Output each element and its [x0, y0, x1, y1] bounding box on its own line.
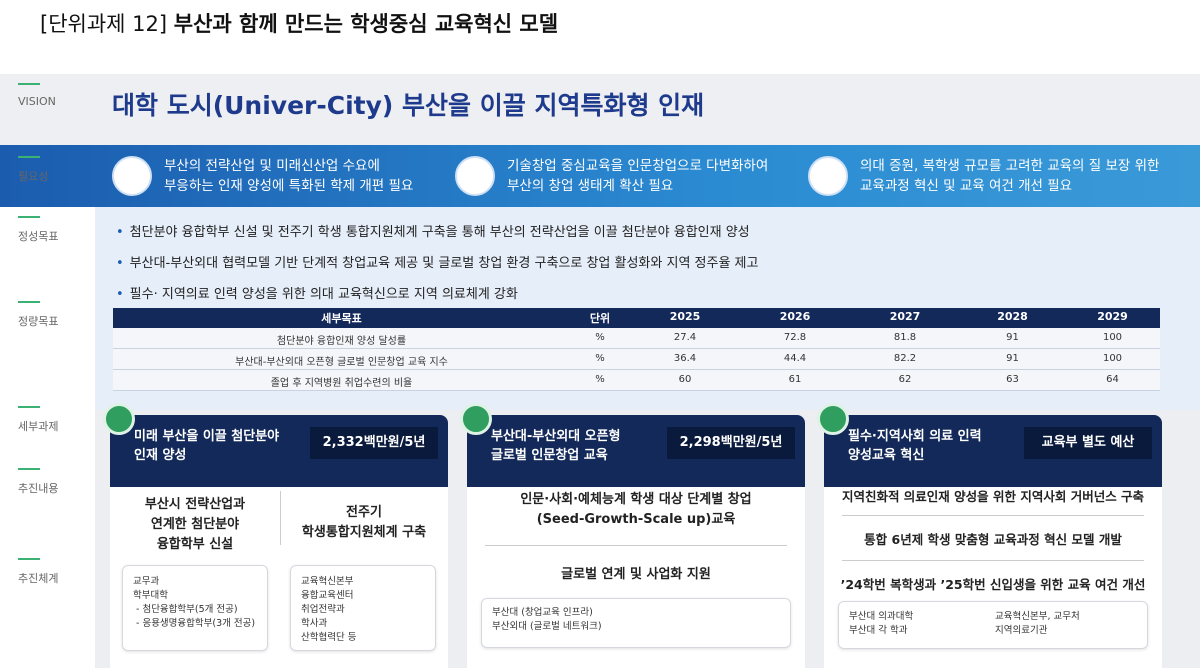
table-cell: 64 [1106, 374, 1119, 385]
system-item: 교무과 [133, 576, 160, 587]
header-label: [단위과제 12] [40, 12, 168, 36]
system-item: 교육혁신본부 [301, 576, 354, 587]
table-cell: 부산대-부산외대 오픈형 글로벌 인문창업 교육 지수 [235, 357, 448, 368]
need-icon [112, 156, 152, 196]
table-cell: 44.4 [783, 353, 807, 364]
table-cell: 100 [1102, 332, 1123, 343]
task-title: 미래 부산을 이끌 첨단분야 인재 양성 [134, 429, 280, 463]
table-cell: 졸업 후 지역병원 취업수련의 비율 [270, 378, 413, 389]
system-box [481, 598, 791, 648]
task-title: 필수·지역사회 의료 인력 양성교육 혁신 [848, 429, 982, 463]
need-text: 부산의 전략산업 및 미래신산업 수요에 부응하는 인재 양성에 특화된 학제 … [164, 158, 414, 194]
need-icon [808, 156, 848, 196]
need-text: 의대 증원, 복학생 규모를 고려한 교육의 질 보장 위한 교육과정 혁신 및… [860, 158, 1160, 194]
table-cell: 100 [1102, 353, 1123, 364]
table-header-cell: 단위 [589, 312, 611, 325]
table-cell: 82.2 [893, 353, 917, 364]
table-cell: 61 [788, 374, 802, 385]
need-icon [455, 156, 495, 196]
sidebar-label: 정성목표 [18, 216, 59, 243]
vision-band [0, 74, 1200, 145]
table-cell: 첨단분야 융합인재 양성 달성률 [276, 336, 407, 347]
task-content: 통합 6년제 학생 맞춤형 교육과정 혁신 모델 개발 [864, 532, 1122, 547]
table-cell: % [595, 353, 605, 364]
system-box [122, 565, 268, 651]
table-row [113, 370, 1160, 391]
system-item: - 첨단융합학부(5개 전공) [136, 604, 238, 615]
system-item: 산학협력단 등 [301, 632, 357, 643]
table-header [113, 308, 1160, 328]
sidebar-label: VISION [18, 83, 56, 108]
header: [단위과제 12] 부산과 함께 만드는 학생중심 교육혁신 모델 [40, 8, 558, 38]
table-cell: 91 [1006, 332, 1019, 343]
table-header-cell: 2028 [997, 310, 1028, 323]
table-header-cell: 2027 [889, 310, 921, 323]
task-icon [817, 403, 849, 435]
table-cell: % [595, 374, 605, 385]
system-item: 부산외대 (글로벌 네트워크) [492, 621, 602, 632]
system-item: 융합교육센터 [301, 590, 354, 601]
table-row [113, 349, 1160, 370]
task-icon [103, 403, 135, 435]
system-item: 교육혁신본부, 교무처 [995, 611, 1080, 622]
system-item: 학부대학 [133, 590, 168, 601]
table-cell: % [595, 332, 605, 343]
goal-item: 부산대-부산외대 협력모델 기반 단계적 창업교육 제공 및 글로벌 창업 환경… [116, 252, 759, 271]
task-content: 지역친화적 의료인재 양성을 위한 지역사회 거버넌스 구축 [841, 489, 1145, 504]
table-row [113, 328, 1160, 349]
sidebar-label: 추진체계 [18, 558, 59, 585]
task-content: 글로벌 연계 및 사업화 지원 [561, 567, 711, 582]
task-budget: 2,332백만원/5년 [310, 427, 438, 459]
sidebar-label: 세부과제 [18, 406, 59, 433]
table-cell: 72.8 [783, 332, 807, 343]
needs-band [0, 145, 1200, 207]
table-header-cell: 2029 [1097, 310, 1128, 323]
table-header-cell: 2026 [779, 310, 811, 323]
sidebar-label: 필요성 [18, 156, 49, 183]
task-budget: 2,298백만원/5년 [667, 427, 795, 459]
task-content: 전주기 학생통합지원체계 구축 [301, 505, 427, 540]
system-item: 부산대 각 학과 [849, 625, 908, 636]
system-item: 지역의료기관 [995, 625, 1048, 636]
header-title: 부산과 함께 만드는 학생중심 교육혁신 모델 [173, 12, 559, 36]
need-text: 기술창업 중심교육을 인문창업으로 다변화하여 부산의 창업 생태계 확산 필요 [507, 158, 769, 194]
table-header-cell: 2025 [669, 310, 701, 323]
divider [280, 491, 281, 545]
table-header-cell: 세부목표 [321, 312, 362, 325]
system-item: 학사과 [301, 618, 328, 629]
vision-text: 대학 도시(Univer-City) 부산을 이끌 지역특화형 인재 [112, 91, 705, 120]
table-cell: 62 [898, 374, 912, 385]
table-cell: 60 [678, 374, 692, 385]
sidebar-label: 정량목표 [18, 301, 59, 328]
divider [485, 545, 787, 546]
divider [842, 515, 1144, 516]
table-cell: 63 [1006, 374, 1019, 385]
divider [842, 560, 1144, 561]
goal-item: 첨단분야 융합학부 신설 및 전주기 학생 통합지원체계 구축을 통해 부산의 … [116, 221, 750, 240]
table-cell: 27.4 [673, 332, 697, 343]
table-cell: 36.4 [673, 353, 697, 364]
table-cell: 81.8 [893, 332, 917, 343]
goal-item: 필수· 지역의료 인력 양성을 위한 의대 교육혁신으로 지역 의료체계 강화 [116, 283, 518, 302]
task-title: 부산대-부산외대 오픈형 글로벌 인문창업 교육 [491, 429, 621, 463]
system-box [838, 601, 1148, 649]
sidebar-label: 추진내용 [18, 468, 59, 495]
task-budget: 교육부 별도 예산 [1024, 427, 1152, 459]
system-box [290, 565, 436, 651]
table-cell: 91 [1006, 353, 1019, 364]
task-content: 인문·사회·예체능계 학생 대상 단계별 창업 (Seed-Growth-Sca… [520, 492, 752, 527]
system-item: 부산대 (창업교육 인프라) [492, 607, 593, 618]
system-item: 부산대 의과대학 [849, 611, 914, 622]
system-item: 취업전략과 [301, 604, 345, 615]
system-item: - 응용생명융합학부(3개 전공) [136, 618, 256, 629]
task-content: ’24학번 복학생과 ’25학번 신입생을 위한 교육 여건 개선 [840, 577, 1146, 592]
task-icon [460, 403, 492, 435]
task-content: 부산시 전략산업과 연계한 첨단분야 융합학부 신설 [144, 497, 246, 552]
